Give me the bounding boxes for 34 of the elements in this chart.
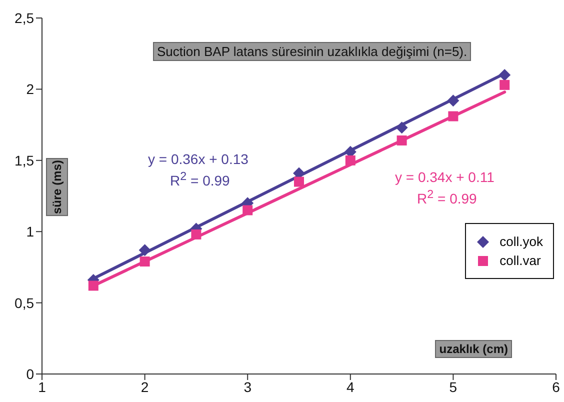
point [396, 122, 408, 134]
point [242, 205, 253, 216]
legend-label: coll.yok [500, 234, 543, 249]
y-tick-label: 0,5 [14, 294, 34, 311]
point [396, 135, 407, 146]
point [191, 229, 202, 240]
x-tick-label: 4 [346, 378, 354, 395]
point [140, 256, 150, 267]
annotation: R$^{2}$ = 0.99 [417, 188, 477, 207]
y-tick-label: 2 [26, 81, 34, 98]
y-axis-title: süre (ms) [46, 158, 68, 216]
x-tick-label: 6 [552, 378, 560, 395]
annotation: y = 0.36x + 0.13 [148, 151, 248, 167]
x-tick-label: 2 [140, 378, 149, 395]
y-tick-label: 1 [26, 224, 34, 240]
y-tick-label: 0 [26, 366, 34, 382]
text: Suction BAP latans süresinin uzaklıkla değişimi (n=5). [153, 42, 472, 61]
x-tick-label: 1 [38, 378, 46, 395]
point [138, 244, 151, 256]
point [447, 94, 460, 107]
point [294, 176, 304, 187]
x-tick-label: 3 [244, 378, 252, 395]
legend-label: coll.var [500, 253, 541, 268]
point [88, 280, 98, 291]
point [448, 111, 458, 122]
annotation: R$^{2}$ = 0.99 [170, 170, 230, 189]
point [345, 155, 356, 166]
point [500, 80, 510, 90]
x-tick-label: 5 [449, 378, 458, 395]
annotation: y = 0.34x + 0.11 [395, 169, 494, 185]
y-tick-label: 1,5 [14, 152, 34, 168]
y-tick-label: 2,5 [14, 10, 34, 26]
x-axis-title: uzaklık (cm) [435, 340, 512, 358]
point [498, 68, 511, 81]
